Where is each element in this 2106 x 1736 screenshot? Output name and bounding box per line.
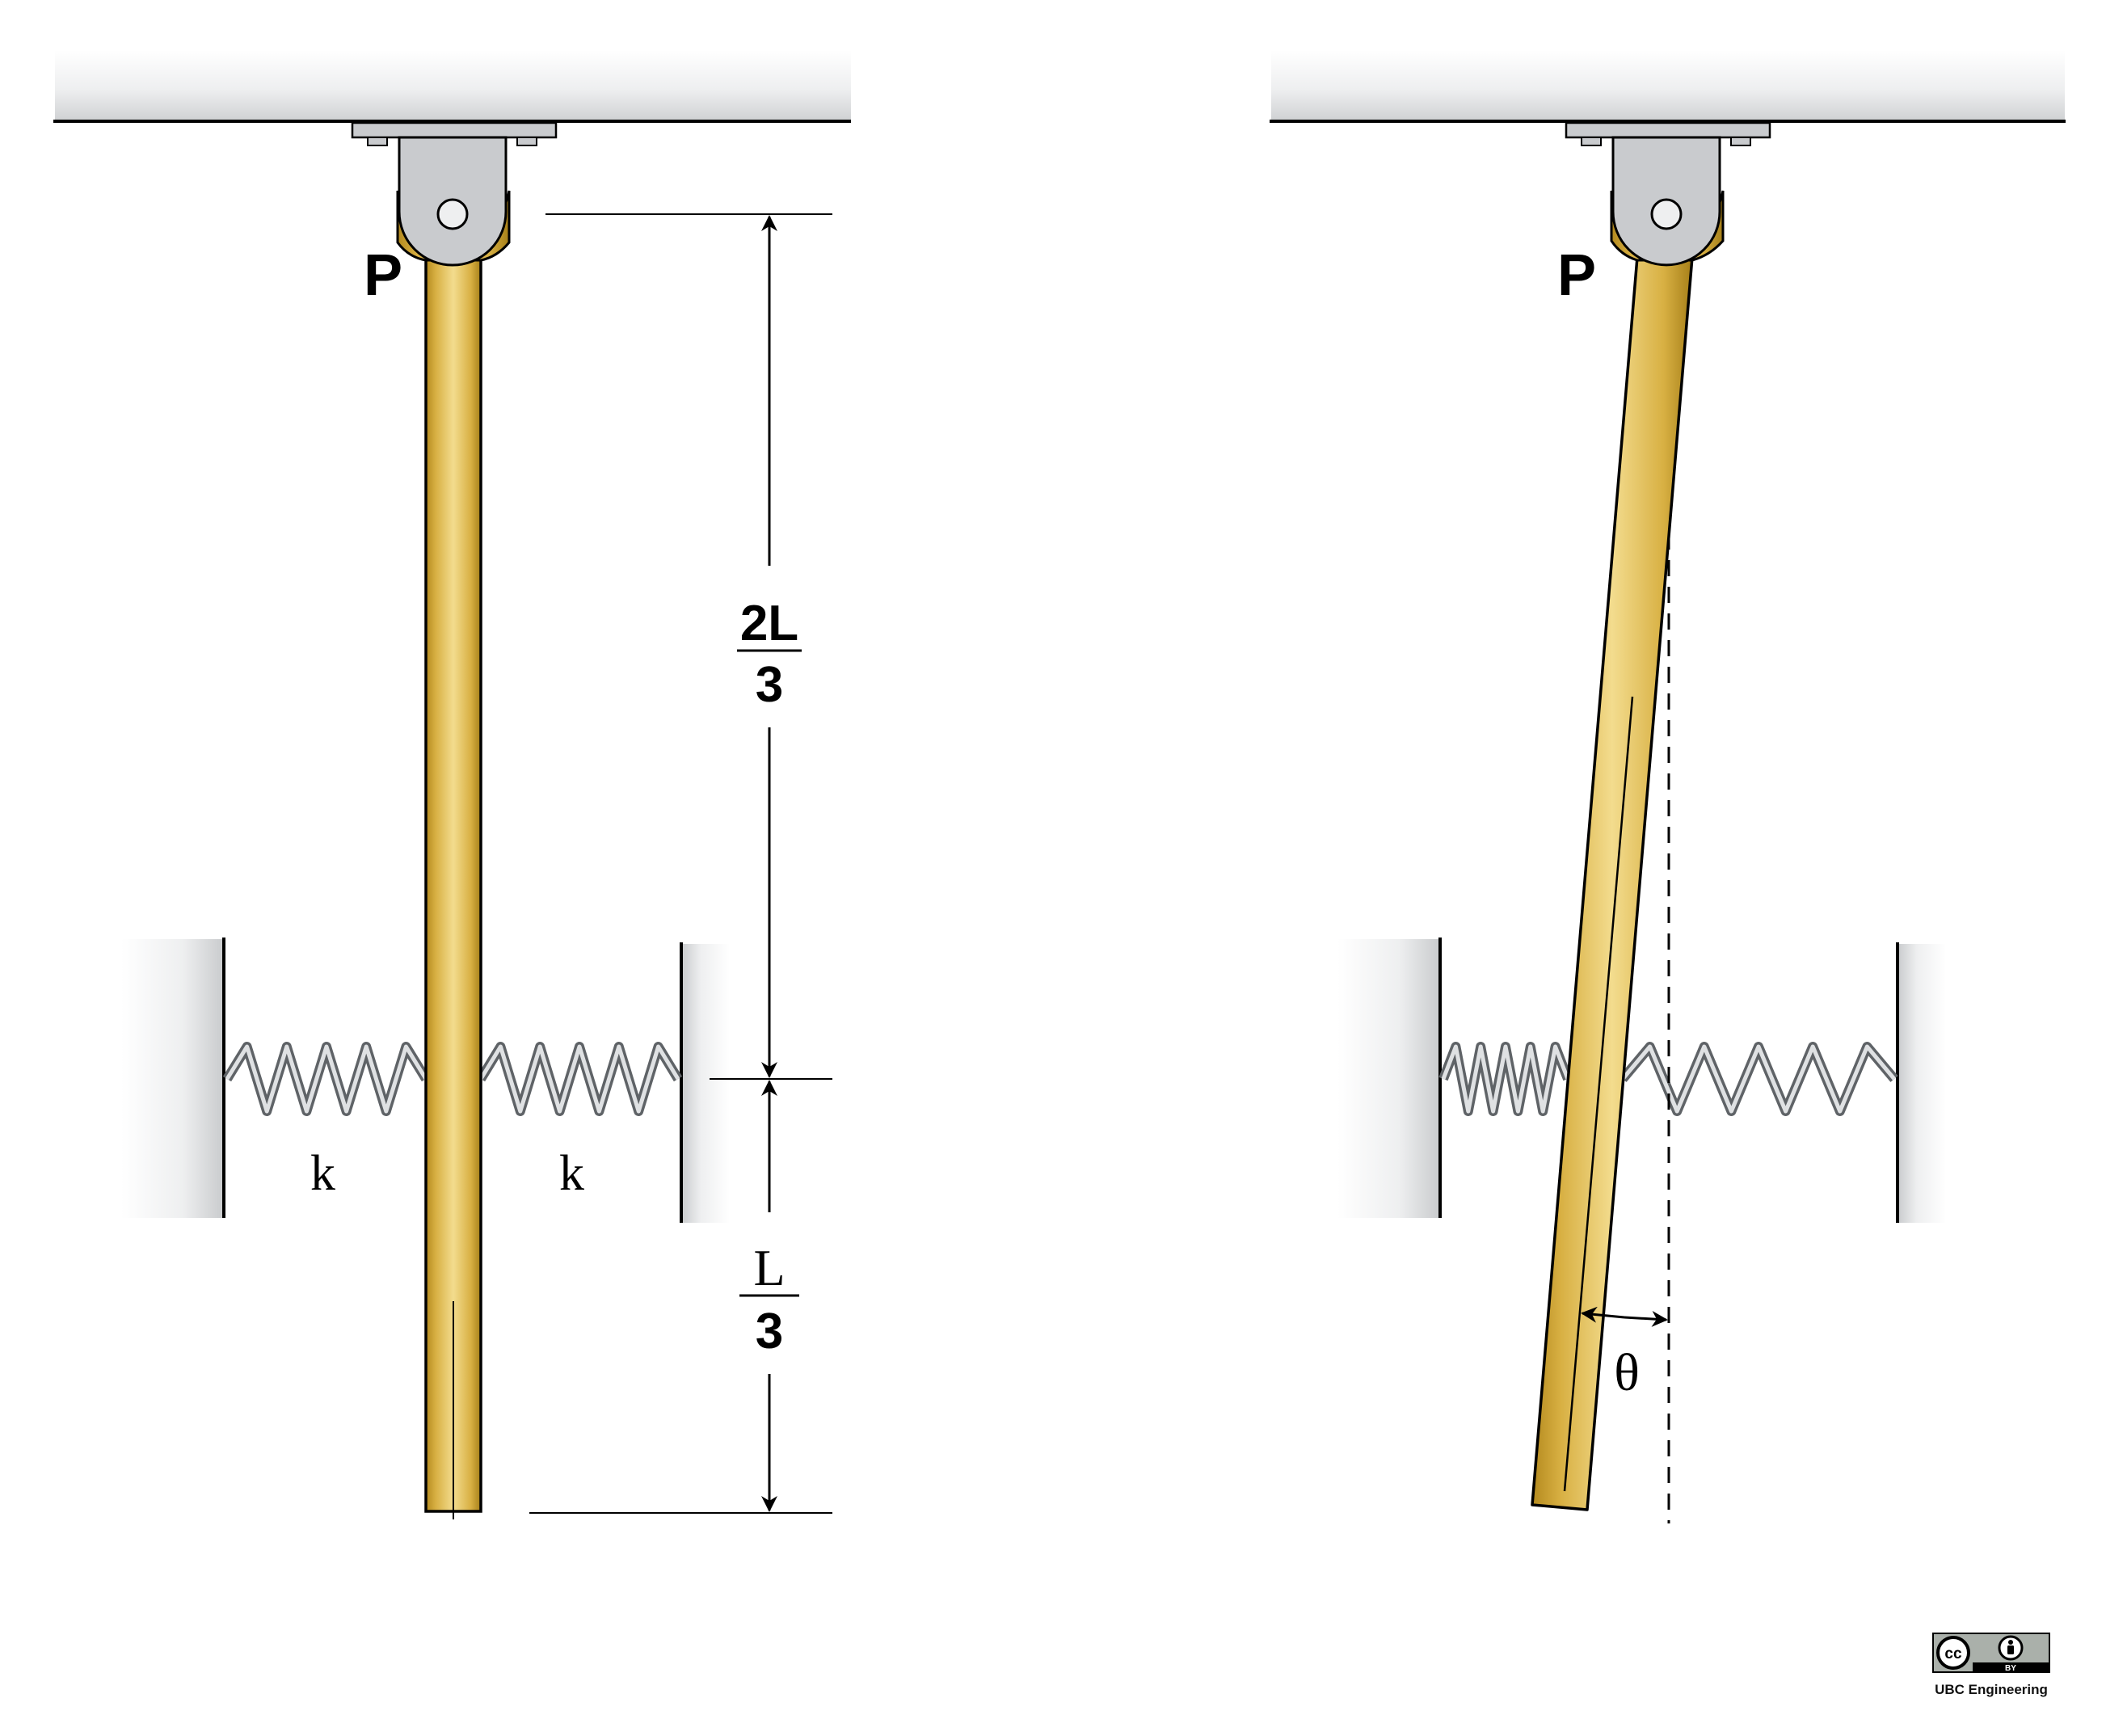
spring-label-left: k — [310, 1146, 335, 1201]
spring-compressed — [1438, 1042, 1573, 1116]
pivot-label-right: P — [1557, 243, 1596, 308]
angle-label: θ — [1614, 1343, 1640, 1402]
spring-coil-highlight — [225, 1044, 428, 1114]
spring-coil-highlight — [478, 1044, 680, 1114]
dim-upper-denominator: 3 — [756, 657, 783, 713]
left-wall-right — [680, 942, 730, 1223]
by-label: BY — [2005, 1664, 2016, 1673]
cc-icon-label: cc — [1944, 1645, 1962, 1662]
left-pivot-bracket — [351, 121, 558, 267]
spring-coil-highlight — [1621, 1044, 1896, 1114]
left-rod — [424, 255, 482, 1519]
pivot-label-left: P — [364, 243, 402, 308]
spring-stretched — [1619, 1042, 1898, 1116]
pivot-pin — [1650, 198, 1683, 230]
angle-indicator — [1581, 1306, 1668, 1327]
license-credit: cc BY UBC Engineering — [1927, 1633, 2056, 1698]
left-figure: P k k 2L 3 L 3 — [53, 50, 851, 1519]
dim-upper-numerator: 2L — [740, 596, 798, 651]
right-wall-right — [1896, 942, 1946, 1223]
pivot-pin — [436, 198, 469, 230]
dim-lower-numerator: L — [753, 1239, 785, 1296]
left-wall-left — [121, 938, 225, 1218]
right-wall-left — [1337, 938, 1442, 1218]
dim-lower-denominator: 3 — [756, 1304, 783, 1359]
cc-by-badge: cc BY — [1932, 1633, 2050, 1673]
spring-right — [476, 1042, 683, 1116]
cc-icon — [1936, 1636, 1970, 1670]
spring-label-right: k — [559, 1146, 584, 1201]
dim-upper-fraction: 2L 3 — [737, 596, 802, 713]
dim-lower-fraction: L 3 — [739, 1239, 799, 1359]
right-pivot-bracket — [1565, 121, 1771, 267]
credit-text: UBC Engineering — [1935, 1682, 2048, 1697]
spring-coil-highlight — [1441, 1044, 1570, 1114]
left-ceiling — [53, 50, 851, 123]
spring-left — [222, 1042, 431, 1116]
right-figure: P θ — [1270, 50, 2066, 1523]
dimension-lines — [529, 213, 832, 1514]
right-ceiling — [1270, 50, 2066, 123]
